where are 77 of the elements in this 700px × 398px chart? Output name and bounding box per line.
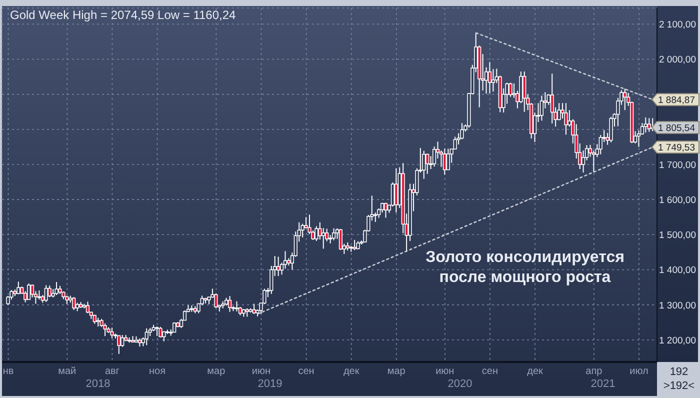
candlestick	[158, 326, 162, 338]
candlestick	[394, 168, 398, 214]
text: 2018	[84, 378, 112, 390]
candlestick	[644, 116, 648, 134]
candlestick	[384, 202, 388, 218]
candlestick	[647, 118, 651, 132]
y-tick-label: 1 600,00	[659, 195, 696, 206]
candlestick	[27, 282, 31, 300]
x-tick-label: сен	[298, 366, 314, 378]
x-tick-label: мар	[207, 366, 226, 378]
x-tick-label: авг	[104, 366, 120, 378]
candlestick	[442, 148, 446, 176]
candlestick	[374, 212, 378, 223]
y-tick-label: 1 200,00	[659, 335, 696, 346]
candlestick	[92, 314, 96, 324]
x-tick-label: июн	[436, 366, 454, 378]
candlestick	[512, 82, 516, 98]
candlestick	[252, 303, 256, 314]
annotation: Золото консолидируется после мощного роста	[424, 248, 626, 288]
text: 2021	[590, 378, 616, 390]
candlestick	[491, 68, 495, 92]
candlestick	[488, 62, 492, 94]
candlestick	[338, 228, 343, 251]
candlestick	[426, 153, 430, 174]
x-tick-label: дек	[343, 366, 360, 378]
text: 2020	[446, 378, 474, 390]
x-tick-label: нв	[2, 366, 14, 378]
candlestick	[117, 334, 121, 354]
candlestick	[86, 301, 90, 314]
candlestick	[37, 290, 41, 300]
x-tick-label: май	[58, 366, 76, 378]
candlestick	[155, 326, 159, 337]
y-tick-label: 2 000,00	[659, 54, 696, 66]
candlestick	[16, 281, 20, 295]
y-tick-label: 2 100,00	[659, 20, 696, 31]
text: 192	[668, 366, 690, 378]
x-tick-label: апр	[586, 366, 603, 378]
candlestick	[234, 300, 239, 312]
candlestick	[72, 296, 76, 311]
candlestick	[623, 88, 627, 111]
candlestick	[120, 334, 124, 348]
x-tick-label: июн	[252, 366, 271, 378]
y-tick-label: 1 500,00	[659, 230, 696, 242]
candlestick	[276, 256, 280, 277]
candlestick	[564, 102, 568, 136]
candlestick	[422, 150, 426, 180]
candlestick	[540, 95, 544, 122]
x-tick-label: июл	[630, 366, 648, 378]
candlestick	[103, 322, 107, 337]
candlestick	[162, 330, 166, 342]
text: 1 884,87	[658, 95, 695, 106]
y-tick-label: 1 300,00	[659, 300, 696, 312]
candlestick	[636, 130, 641, 148]
candlestick	[522, 71, 526, 112]
candlestick	[54, 282, 58, 296]
candlestick	[44, 284, 48, 303]
y-tick-label: 1 400,00	[659, 265, 696, 276]
candlestick	[314, 226, 318, 242]
candlestick	[446, 148, 450, 170]
text: 1 749,53	[658, 142, 695, 154]
chart-title: Gold Week High = 2074,59 Low = 1160,24	[10, 8, 236, 22]
candlestick	[609, 116, 613, 143]
candlestick	[228, 296, 232, 312]
text: 1 805,54	[658, 122, 695, 134]
candlestick	[332, 228, 336, 241]
x-tick-label: ноя	[149, 366, 166, 378]
x-tick-label: мар	[387, 366, 406, 378]
text: >192<	[662, 380, 696, 392]
candlestick	[110, 327, 114, 339]
candlestick	[322, 227, 326, 250]
candlestick	[48, 285, 52, 298]
x-tick-label: сен	[482, 366, 498, 378]
text: 2019	[256, 378, 284, 390]
x-tick-label: дек	[527, 366, 544, 378]
y-tick-label: 1 700,00	[659, 160, 696, 171]
candlestick	[144, 328, 148, 346]
candlestick	[550, 73, 554, 124]
